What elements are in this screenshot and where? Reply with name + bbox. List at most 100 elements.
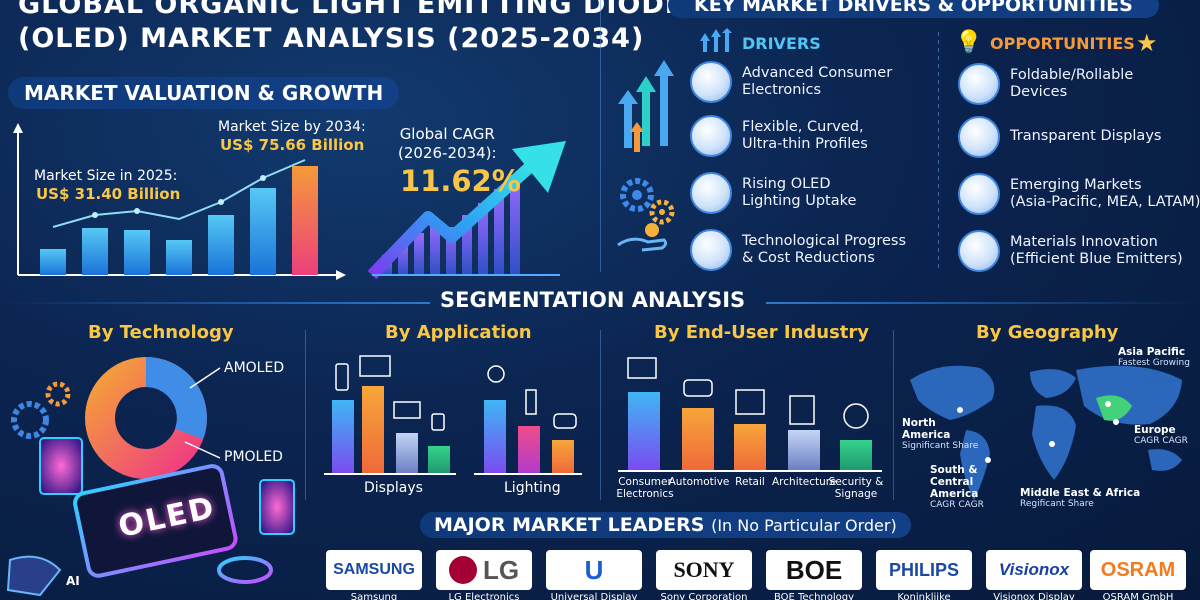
end-user-chart — [618, 357, 882, 472]
company-name-visionox: Visionox Display — [993, 592, 1075, 600]
monitor-small-icon — [359, 355, 391, 377]
leaders-title-text: MAJOR MARKET LEADERS — [434, 514, 705, 536]
deco-screen-icon — [39, 437, 83, 495]
monitor-icon — [690, 61, 732, 103]
application-chart — [324, 355, 582, 475]
growth-arrows-icon — [618, 60, 674, 152]
opportunity-2-line-1: Transparent Displays — [1010, 128, 1162, 144]
app-bar-displays-1 — [332, 400, 354, 473]
divider-dashed — [938, 32, 939, 272]
geo-europe-name: Europe — [1134, 424, 1176, 436]
application-heading: By Application — [385, 322, 532, 343]
enduser-bar-architecture — [788, 430, 820, 470]
logo-sony: SONY — [656, 550, 752, 590]
enduser-bar-security — [840, 440, 872, 470]
driver-3-line-2: Lighting Uptake — [742, 193, 857, 209]
size-2025-label: Market Size in 2025: — [34, 168, 178, 184]
geo-asia-pacific-name: Asia Pacific — [1118, 346, 1186, 358]
driver-4-line-2: & Cost Reductions — [742, 250, 875, 266]
world-map — [910, 365, 1182, 500]
deco-ring — [217, 556, 273, 584]
deco-phone-icon — [259, 479, 295, 535]
geo-middle-east-africa: Middle East & Africa Regificant Share — [1020, 487, 1140, 509]
geo-europe-sub: CAGR CAGR — [1134, 436, 1188, 446]
transparent-display-icon — [958, 116, 1000, 158]
divider-vertical-top — [600, 0, 601, 272]
segmentation-line-left — [0, 302, 430, 304]
geo-europe: Europe CAGR CAGR — [1134, 424, 1188, 446]
storefront-icon — [735, 389, 765, 415]
opportunity-item-2: Transparent Displays — [1010, 128, 1161, 145]
computer-icon — [627, 357, 657, 379]
laptop-icon — [393, 401, 421, 419]
geo-mea-name: Middle East & Africa — [1020, 487, 1141, 499]
divider-seg-2 — [600, 330, 601, 500]
section-title-drivers: KEY MARKET DRIVERS & OPPORTUNITIES — [668, 0, 1159, 18]
driver-2-line-2: Ultra-thin Profiles — [742, 136, 868, 152]
opportunity-item-3: Emerging Markets (Asia-Pacific, MEA, LAT… — [1010, 177, 1200, 211]
south-america-shape — [960, 430, 990, 500]
logo-samsung: SAMSUNG — [326, 550, 422, 590]
opportunity-item-1: Foldable/Rollable Devices — [1010, 67, 1133, 101]
company-name-universal: Universal Display — [550, 592, 638, 600]
opportunity-4-line-2: (Efficient Blue Emitters) — [1010, 251, 1183, 267]
geo-mea-sub: Regificant Share — [1020, 499, 1094, 509]
geo-south-central-america-sub: CAGR CAGR — [930, 500, 984, 510]
logo-visionox: Visionox — [986, 550, 1082, 590]
drivers-heading: DRIVERS — [742, 34, 821, 53]
enduser-label-security: Security & Signage — [826, 476, 886, 500]
enduser-label-consumer: Consumer Electronics — [614, 476, 676, 500]
enduser-bar-consumer — [628, 392, 660, 470]
opportunity-1-line-1: Foldable/Rollable — [1010, 67, 1134, 83]
watch-icon — [431, 413, 445, 431]
divider-seg-3 — [893, 330, 894, 500]
app-bar-lighting-3 — [552, 440, 574, 473]
lightbulb-icon — [690, 172, 732, 214]
enduser-label-automotive: Automotive — [668, 476, 730, 488]
logo-lg-text: LG — [482, 554, 520, 585]
x-axis-arrow-icon — [336, 270, 346, 280]
driver-item-4: Technological Progress & Cost Reductions — [742, 233, 906, 267]
page-title: GLOBAL ORGANIC LIGHT EMITTING DIODE (OLE… — [18, 0, 684, 56]
opportunity-3-line-2: (Asia-Pacific, MEA, LATAM) — [1010, 194, 1200, 210]
foldable-icon — [958, 63, 1000, 105]
logo-universal-display: U — [546, 550, 642, 590]
app-bar-displays-2 — [362, 386, 384, 473]
technology-donut — [85, 357, 221, 479]
size-2034-label: Market Size by 2034: — [218, 119, 366, 135]
asia-pacific-highlight — [1096, 395, 1132, 421]
geography-heading: By Geography — [976, 322, 1119, 343]
company-name-philips: Koninklijke — [897, 592, 951, 600]
enduser-bar-automotive — [682, 408, 714, 470]
opportunity-4-line-1: Materials Innovation — [1010, 234, 1158, 250]
lamp-icon — [525, 389, 537, 415]
globe-icon — [958, 173, 1000, 215]
geo-north-america-sub: Significant Share — [902, 441, 979, 451]
deco-gear-orange-icon — [45, 381, 71, 407]
opportunity-3-line-1: Emerging Markets — [1010, 177, 1142, 193]
opportunity-1-line-2: Devices — [1010, 84, 1068, 100]
deco-gear-blue-icon — [11, 401, 49, 439]
ai-chip-icon — [6, 555, 62, 597]
driver-decor-icons — [617, 60, 675, 252]
cagr-value: 11.62% — [400, 164, 521, 198]
app-bar-displays-4 — [428, 446, 450, 473]
company-name-sony: Sony Corporation — [660, 592, 748, 600]
tech-label-pmoled: PMOLED — [224, 449, 283, 465]
section-title-segmentation: SEGMENTATION ANALYSIS — [440, 288, 746, 312]
valuation-chart — [13, 123, 566, 280]
app-group-lighting: Lighting — [504, 480, 561, 496]
cagr-label-line-2: (2026-2034): — [398, 144, 497, 162]
end-user-heading: By End-User Industry — [654, 322, 870, 343]
size-2025-value: US$ 31.40 Billion — [36, 185, 181, 203]
segmentation-line-right — [766, 302, 1200, 304]
driver-1-line-2: Electronics — [742, 82, 822, 98]
geo-north-america: North America Significant Share — [902, 417, 978, 451]
driver-item-3: Rising OLED Lighting Uptake — [742, 176, 856, 210]
drivers-arrows-icon — [700, 28, 732, 52]
gears-icon — [620, 178, 675, 225]
app-bar-lighting-1 — [484, 400, 506, 473]
lg-circle-icon — [448, 556, 477, 584]
driver-1-line-1: Advanced Consumer — [742, 65, 893, 81]
opportunity-item-4: Materials Innovation (Efficient Blue Emi… — [1010, 234, 1183, 268]
